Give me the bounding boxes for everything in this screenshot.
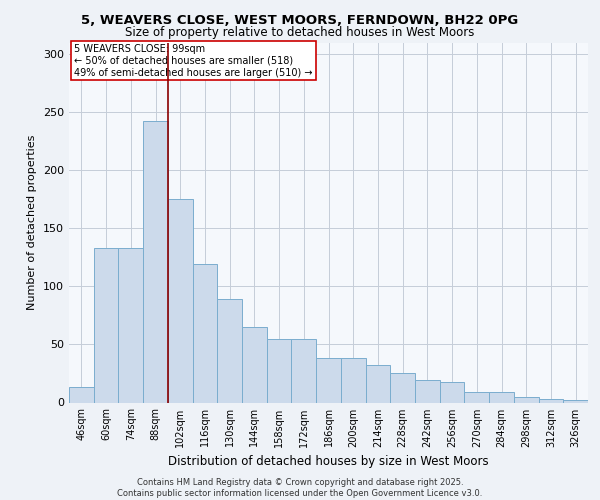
- Text: 5 WEAVERS CLOSE: 99sqm
← 50% of detached houses are smaller (518)
49% of semi-de: 5 WEAVERS CLOSE: 99sqm ← 50% of detached…: [74, 44, 313, 78]
- Bar: [193, 264, 217, 402]
- Bar: [143, 122, 168, 402]
- Bar: [118, 248, 143, 402]
- Bar: [316, 358, 341, 403]
- Bar: [94, 248, 118, 402]
- Text: 5, WEAVERS CLOSE, WEST MOORS, FERNDOWN, BH22 0PG: 5, WEAVERS CLOSE, WEST MOORS, FERNDOWN, …: [82, 14, 518, 27]
- Bar: [563, 400, 588, 402]
- X-axis label: Distribution of detached houses by size in West Moors: Distribution of detached houses by size …: [168, 455, 489, 468]
- Bar: [489, 392, 514, 402]
- Bar: [341, 358, 365, 403]
- Bar: [440, 382, 464, 402]
- Bar: [539, 399, 563, 402]
- Bar: [365, 366, 390, 403]
- Bar: [390, 374, 415, 402]
- Bar: [415, 380, 440, 402]
- Bar: [267, 338, 292, 402]
- Bar: [69, 388, 94, 402]
- Bar: [292, 338, 316, 402]
- Text: Contains HM Land Registry data © Crown copyright and database right 2025.
Contai: Contains HM Land Registry data © Crown c…: [118, 478, 482, 498]
- Bar: [242, 327, 267, 402]
- Bar: [464, 392, 489, 402]
- Bar: [217, 299, 242, 403]
- Bar: [514, 396, 539, 402]
- Bar: [168, 200, 193, 402]
- Y-axis label: Number of detached properties: Number of detached properties: [28, 135, 37, 310]
- Text: Size of property relative to detached houses in West Moors: Size of property relative to detached ho…: [125, 26, 475, 39]
